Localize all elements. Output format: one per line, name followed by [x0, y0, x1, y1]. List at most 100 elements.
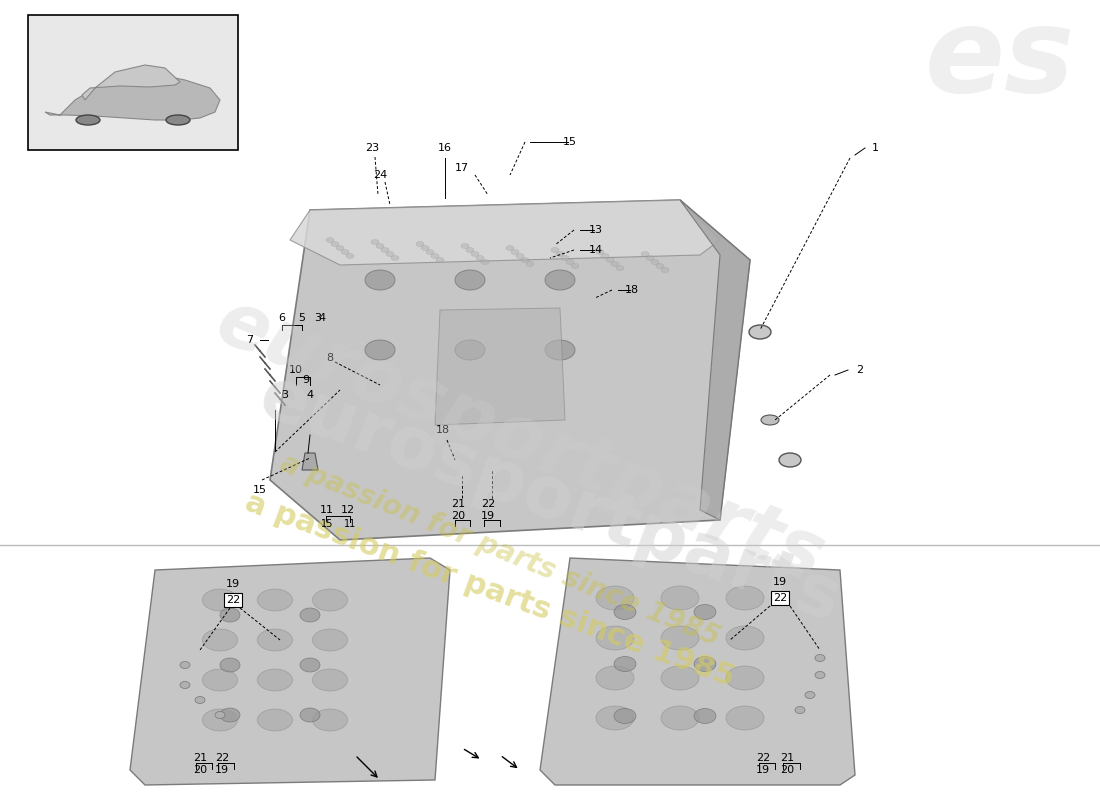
Ellipse shape	[421, 246, 429, 250]
Ellipse shape	[661, 626, 698, 650]
Ellipse shape	[795, 706, 805, 714]
Ellipse shape	[312, 629, 348, 651]
Ellipse shape	[416, 242, 424, 246]
Polygon shape	[680, 200, 750, 520]
Ellipse shape	[526, 262, 534, 266]
Polygon shape	[540, 558, 855, 785]
Ellipse shape	[202, 709, 238, 731]
Text: 19: 19	[226, 579, 240, 589]
Ellipse shape	[312, 669, 348, 691]
Ellipse shape	[202, 629, 238, 651]
Text: 10: 10	[289, 365, 302, 375]
Text: 15: 15	[563, 137, 578, 147]
Text: 1: 1	[871, 143, 879, 153]
Ellipse shape	[556, 251, 564, 257]
Text: 5: 5	[298, 313, 306, 323]
Ellipse shape	[220, 608, 240, 622]
Ellipse shape	[610, 262, 619, 266]
Text: 19: 19	[756, 765, 770, 775]
Text: 3: 3	[282, 390, 288, 400]
Ellipse shape	[726, 666, 764, 690]
Text: 20: 20	[451, 511, 465, 521]
Ellipse shape	[257, 629, 293, 651]
Ellipse shape	[300, 608, 320, 622]
Ellipse shape	[381, 247, 389, 253]
Ellipse shape	[346, 254, 354, 258]
Ellipse shape	[214, 711, 225, 718]
Ellipse shape	[312, 589, 348, 611]
Ellipse shape	[815, 671, 825, 678]
Ellipse shape	[471, 251, 478, 257]
Text: 4: 4	[318, 313, 326, 323]
Ellipse shape	[596, 706, 634, 730]
Ellipse shape	[761, 415, 779, 425]
Ellipse shape	[726, 706, 764, 730]
Ellipse shape	[455, 340, 485, 360]
Ellipse shape	[195, 697, 205, 703]
Ellipse shape	[571, 263, 579, 269]
Ellipse shape	[596, 250, 604, 254]
Text: 18: 18	[625, 285, 639, 295]
Ellipse shape	[596, 666, 634, 690]
Ellipse shape	[455, 270, 485, 290]
Text: 7: 7	[246, 335, 254, 345]
Ellipse shape	[390, 255, 399, 261]
Text: 20: 20	[780, 765, 794, 775]
Ellipse shape	[661, 666, 698, 690]
Ellipse shape	[202, 589, 238, 611]
Ellipse shape	[376, 243, 384, 249]
Ellipse shape	[641, 251, 649, 257]
Ellipse shape	[220, 708, 240, 722]
Ellipse shape	[551, 247, 559, 253]
Ellipse shape	[815, 654, 825, 662]
Text: 12: 12	[341, 505, 355, 515]
Polygon shape	[270, 200, 750, 540]
Ellipse shape	[257, 589, 293, 611]
Text: 3: 3	[315, 313, 321, 323]
Ellipse shape	[341, 250, 349, 254]
Ellipse shape	[726, 586, 764, 610]
Ellipse shape	[646, 255, 654, 261]
Bar	[28, 15, 238, 150]
Text: 13: 13	[588, 225, 603, 235]
Ellipse shape	[596, 626, 634, 650]
Ellipse shape	[512, 250, 519, 254]
Text: 20: 20	[192, 765, 207, 775]
Polygon shape	[290, 200, 720, 265]
Ellipse shape	[257, 709, 293, 731]
Polygon shape	[302, 453, 318, 470]
Text: 4: 4	[307, 390, 314, 400]
Text: 14: 14	[588, 245, 603, 255]
Text: 22: 22	[773, 593, 788, 603]
Ellipse shape	[180, 662, 190, 669]
Polygon shape	[434, 308, 565, 425]
Ellipse shape	[561, 255, 569, 261]
Ellipse shape	[566, 259, 574, 265]
Polygon shape	[130, 558, 450, 785]
Ellipse shape	[596, 586, 634, 610]
Text: 11: 11	[320, 505, 334, 515]
Ellipse shape	[300, 708, 320, 722]
Polygon shape	[82, 65, 180, 100]
Ellipse shape	[476, 255, 484, 261]
Text: 21: 21	[780, 753, 794, 763]
Ellipse shape	[601, 254, 609, 258]
Ellipse shape	[516, 254, 524, 258]
Polygon shape	[45, 75, 220, 120]
Ellipse shape	[661, 586, 698, 610]
Text: 22: 22	[481, 499, 495, 509]
Ellipse shape	[506, 246, 514, 250]
Ellipse shape	[331, 242, 339, 246]
Text: 6: 6	[278, 313, 286, 323]
Text: 19: 19	[214, 765, 229, 775]
Ellipse shape	[166, 115, 190, 125]
Ellipse shape	[726, 626, 764, 650]
Ellipse shape	[656, 263, 664, 269]
Ellipse shape	[466, 247, 474, 253]
Ellipse shape	[300, 658, 320, 672]
Ellipse shape	[805, 691, 815, 698]
Ellipse shape	[336, 246, 344, 250]
Text: 9: 9	[302, 375, 309, 385]
Text: 2: 2	[857, 365, 864, 375]
Text: 22: 22	[756, 753, 770, 763]
